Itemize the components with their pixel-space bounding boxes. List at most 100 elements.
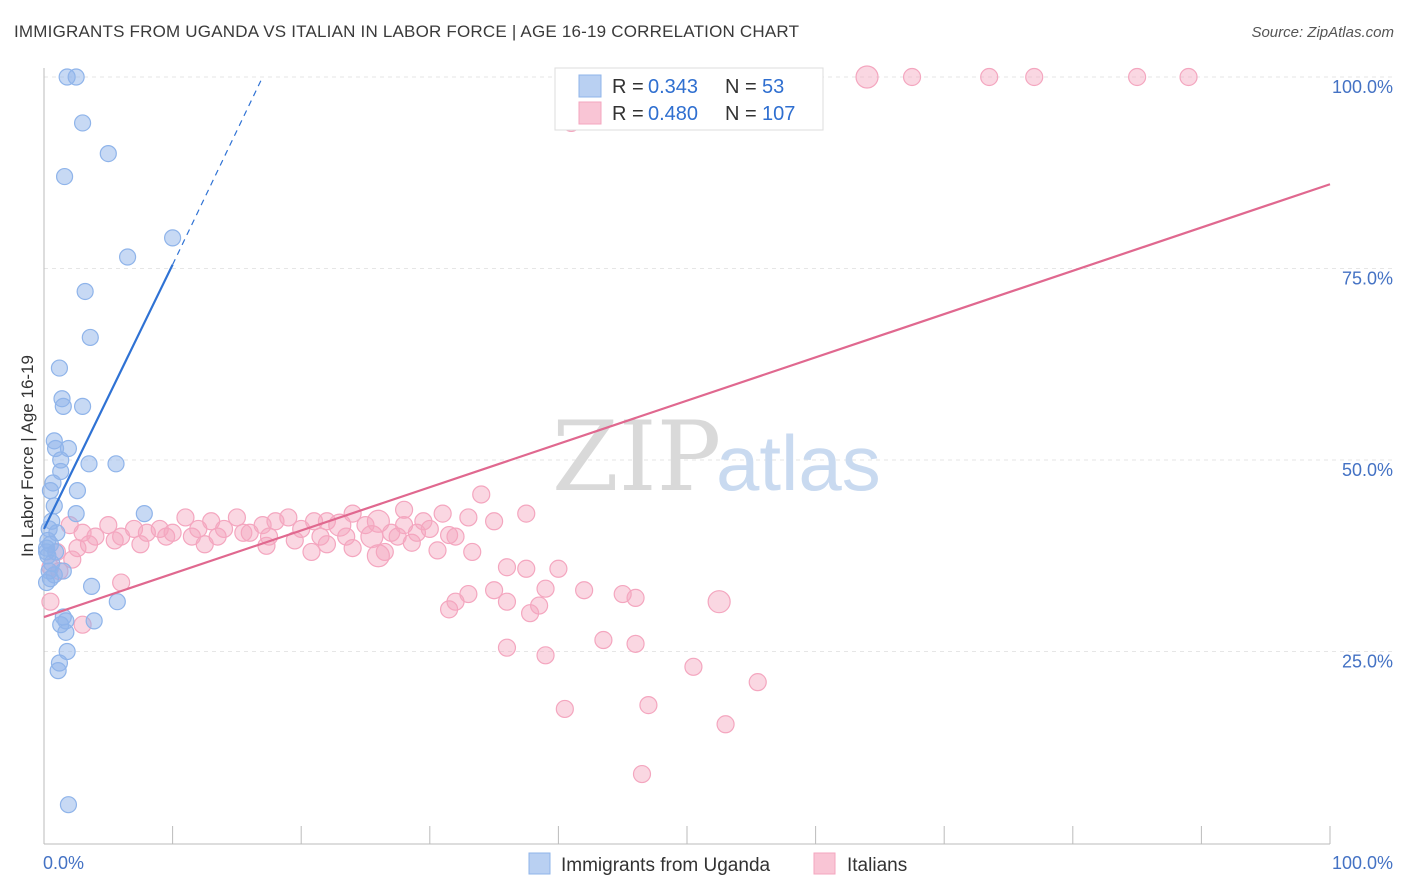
point-italians (902, 67, 922, 87)
watermark-zip: ZIP (552, 401, 721, 513)
point-uganda (85, 612, 103, 630)
point-uganda (99, 145, 117, 163)
point-italians (626, 634, 645, 653)
point-italians (446, 527, 465, 546)
series-legend: Immigrants from Uganda Italians (528, 852, 907, 876)
point-italians (980, 67, 999, 87)
point-uganda (135, 505, 153, 523)
gridlines (44, 76, 1392, 652)
correlation-legend: R = 0.343 N = 53 R = 0.480 N = 107 (554, 67, 824, 131)
legend-r-value-1: 0.343 (648, 76, 698, 98)
point-italians (356, 516, 375, 535)
point-italians (497, 592, 517, 611)
point-italians (402, 533, 421, 552)
point-uganda (76, 282, 94, 301)
point-italians (79, 535, 99, 554)
source-label: Source: ZipAtlas.com (1251, 24, 1394, 41)
point-uganda (73, 397, 92, 415)
point-uganda (81, 328, 99, 347)
point-italians (748, 673, 767, 692)
y-tick-label-2: 75.0% (1342, 269, 1393, 289)
point-uganda (37, 573, 56, 592)
point-italians (292, 519, 311, 539)
point-italians (317, 535, 337, 554)
point-italians (707, 590, 731, 614)
point-uganda (55, 167, 74, 186)
point-italians (157, 527, 176, 546)
point-italians (536, 646, 555, 665)
point-italians (459, 508, 478, 527)
legend-n-label-1: N = (725, 76, 757, 98)
legend-n-label-2: N = (725, 103, 757, 125)
point-uganda (59, 796, 78, 814)
point-uganda (107, 455, 125, 473)
point-uganda (41, 482, 60, 500)
point-italians (433, 504, 452, 523)
point-italians (555, 699, 574, 719)
y-tick-label-3: 100.0% (1332, 77, 1393, 97)
point-uganda (54, 397, 72, 415)
axes (43, 68, 1331, 845)
point-italians (105, 531, 124, 550)
point-uganda (67, 505, 85, 523)
point-italians (176, 508, 195, 527)
point-italians (41, 592, 60, 611)
y-axis-title: In Labor Force | Age 16-19 (18, 355, 37, 557)
point-italians (521, 604, 540, 623)
bottom-legend-swatch-uganda (528, 852, 551, 875)
point-italians (99, 516, 118, 535)
series-uganda (37, 68, 182, 814)
bottom-legend-label-uganda: Immigrants from Uganda (561, 855, 771, 876)
point-italians (485, 581, 504, 600)
point-italians (428, 541, 447, 560)
point-italians (472, 485, 491, 504)
point-uganda (80, 455, 98, 473)
point-uganda (68, 482, 87, 500)
point-uganda (50, 359, 69, 377)
point-italians (279, 508, 298, 527)
point-italians (360, 524, 384, 549)
point-italians (536, 579, 555, 598)
legend-n-value-2: 107 (762, 103, 795, 125)
point-italians (1179, 67, 1198, 87)
point-italians (68, 538, 87, 558)
point-italians (439, 525, 459, 545)
point-italians (517, 559, 536, 578)
x-tick-label-left: 0.0% (43, 853, 84, 873)
point-italians (855, 65, 879, 89)
point-italians (632, 764, 652, 784)
point-italians (366, 544, 390, 568)
legend-swatch-italians (578, 101, 602, 125)
point-italians (227, 508, 246, 527)
legend-swatch-uganda (578, 74, 602, 98)
point-italians (343, 538, 362, 558)
point-italians (439, 600, 459, 619)
point-uganda (57, 623, 75, 641)
point-italians (63, 550, 82, 569)
y-tick-label-1: 50.0% (1342, 460, 1393, 480)
point-italians (549, 559, 568, 578)
y-tick-labels: 25.0% 50.0% 75.0% 100.0% (1332, 77, 1393, 672)
watermark-atlas: atlas (716, 419, 881, 507)
x-tick-label-right: 100.0% (1332, 853, 1393, 873)
point-italians (1127, 67, 1147, 87)
point-italians (497, 638, 517, 657)
point-italians (1025, 67, 1044, 87)
point-italians (420, 519, 439, 539)
trendline-italians (43, 183, 1331, 619)
trendline-uganda (43, 264, 174, 530)
bottom-legend-swatch-italians (813, 852, 836, 875)
point-italians (626, 588, 645, 607)
point-uganda (118, 248, 137, 266)
point-italians (639, 696, 658, 715)
y-tick-label-0: 25.0% (1342, 652, 1393, 672)
point-uganda (49, 662, 67, 680)
point-italians (195, 535, 214, 554)
point-italians (366, 509, 390, 533)
point-italians (234, 523, 253, 542)
point-uganda (73, 114, 92, 132)
point-italians (575, 581, 594, 600)
legend-r-value-2: 0.480 (648, 103, 698, 125)
point-italians (463, 542, 482, 562)
chart-title: IMMIGRANTS FROM UGANDA VS ITALIAN IN LAB… (14, 22, 800, 41)
